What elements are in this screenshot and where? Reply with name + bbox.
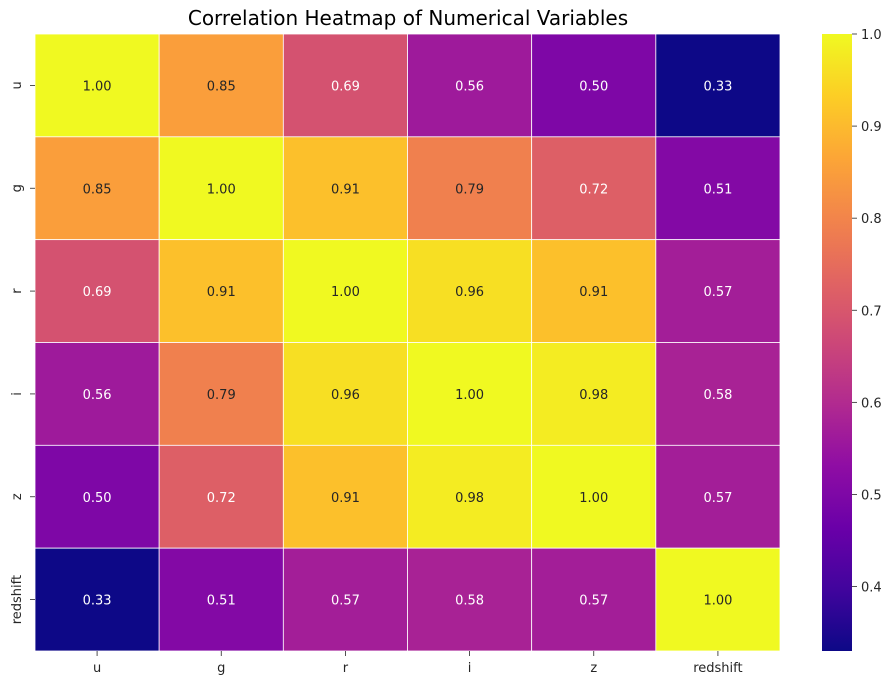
heatmap-cell-label-u-redshift: 0.33 — [703, 79, 732, 94]
heatmap-cell-u-redshift — [655, 33, 781, 138]
heatmap-cell-label-g-i: 0.79 — [455, 182, 484, 197]
heatmap-cell-u-z — [531, 33, 657, 138]
x-axis: u g r i z redshift — [93, 651, 743, 676]
heatmap-cell-label-i-r: 0.96 — [331, 388, 360, 403]
heatmap-cell-i-u — [34, 342, 160, 446]
colorbar-tick-label: 0.6 — [861, 396, 882, 411]
heatmap-cell-label-i-redshift: 0.58 — [703, 388, 732, 403]
heatmap-cell-label-r-u: 0.69 — [83, 285, 112, 300]
y-tick-label-r: r — [10, 288, 25, 294]
heatmap-cell-label-redshift-u: 0.33 — [83, 594, 112, 609]
heatmap-cell-labels: 1.00 0.85 0.69 0.56 0.50 0.33 0.85 1.00 0.91 0.79… — [83, 79, 733, 608]
heatmap-cell-label-z-z: 1.00 — [579, 491, 608, 506]
y-axis: u g r i z redshift — [10, 81, 35, 624]
heatmap-cell-label-r-g: 0.91 — [207, 285, 236, 300]
colorbar-tick-label: 0.8 — [861, 212, 882, 227]
y-tick-label-redshift: redshift — [10, 575, 25, 624]
heatmap-cell-label-i-z: 0.98 — [579, 388, 608, 403]
heatmap-cell-i-redshift — [655, 342, 781, 446]
heatmap-cell-label-r-r: 1.00 — [331, 285, 360, 300]
heatmap-cell-label-g-r: 0.91 — [331, 182, 360, 197]
heatmap-cell-r-z — [531, 239, 657, 343]
heatmap-cell-redshift-u — [34, 547, 160, 652]
heatmap-cell-r-g — [158, 239, 284, 343]
heatmap-cell-i-g — [158, 342, 284, 446]
heatmap-cell-i-z — [531, 342, 657, 446]
heatmap-cell-u-u — [34, 33, 160, 138]
y-tick-label-z: z — [10, 493, 25, 500]
heatmap-cell-u-g — [158, 33, 284, 138]
x-tick-label-r: r — [343, 661, 349, 676]
heatmap-cell-z-u — [34, 444, 160, 549]
heatmap-cell-label-z-u: 0.50 — [83, 491, 112, 506]
heatmap-cell-r-r — [282, 239, 408, 343]
heatmap-cell-label-z-r: 0.91 — [331, 491, 360, 506]
heatmap-cell-label-u-i: 0.56 — [455, 79, 484, 94]
heatmap-cell-i-r — [282, 342, 408, 446]
colorbar-tick-label: 1.0 — [861, 28, 882, 43]
heatmap-cell-label-g-redshift: 0.51 — [703, 182, 732, 197]
heatmap-cell-r-i — [407, 239, 533, 343]
heatmap-cell-label-u-z: 0.50 — [579, 79, 608, 94]
heatmap-cell-label-z-i: 0.98 — [455, 491, 484, 506]
heatmap-cell-label-z-redshift: 0.57 — [703, 491, 732, 506]
heatmap-cell-label-r-redshift: 0.57 — [703, 285, 732, 300]
heatmap-cell-z-i — [407, 444, 533, 549]
heatmap-cell-redshift-i — [407, 547, 533, 652]
chart-title: Correlation Heatmap of Numerical Variabl… — [188, 6, 628, 30]
x-tick-label-i: i — [468, 661, 472, 676]
heatmap-cell-g-redshift — [655, 136, 781, 241]
heatmap-cell-redshift-z — [531, 547, 657, 652]
heatmap-cell-r-u — [34, 239, 160, 343]
heatmap-cell-label-redshift-redshift: 1.00 — [703, 594, 732, 609]
heatmap-cell-label-redshift-z: 0.57 — [579, 594, 608, 609]
heatmap-cell-r-redshift — [655, 239, 781, 343]
heatmap-cell-label-u-r: 0.69 — [331, 79, 360, 94]
x-tick-label-z: z — [590, 661, 597, 676]
colorbar-tick-label: 0.7 — [861, 304, 882, 319]
heatmap-cell-label-g-z: 0.72 — [579, 182, 608, 197]
heatmap-cell-label-i-g: 0.79 — [207, 388, 236, 403]
heatmap-cell-u-i — [407, 33, 533, 138]
heatmap-cell-label-i-u: 0.56 — [83, 388, 112, 403]
heatmap-cell-label-r-i: 0.96 — [455, 285, 484, 300]
colorbar-gradient — [822, 34, 852, 651]
heatmap-cell-label-redshift-g: 0.51 — [207, 594, 236, 609]
heatmap-cell-redshift-redshift — [655, 547, 781, 652]
heatmap-cell-label-u-u: 1.00 — [83, 79, 112, 94]
x-tick-label-g: g — [217, 661, 225, 676]
heatmap-cell-label-i-i: 1.00 — [455, 388, 484, 403]
heatmap-cell-g-i — [407, 136, 533, 241]
heatmap-cell-label-r-z: 0.91 — [579, 285, 608, 300]
heatmap-cell-u-r — [282, 33, 408, 138]
heatmap-cells — [34, 33, 781, 652]
colorbar-tick-label: 0.5 — [861, 488, 882, 503]
heatmap-cell-label-redshift-r: 0.57 — [331, 594, 360, 609]
y-tick-label-g: g — [10, 184, 25, 192]
colorbar-tick-label: 0.4 — [861, 581, 882, 596]
heatmap-cell-z-r — [282, 444, 408, 549]
heatmap-cell-label-redshift-i: 0.58 — [455, 594, 484, 609]
heatmap-cell-g-g — [158, 136, 284, 241]
colorbar: 0.4 0.5 0.6 0.7 0.8 0.9 1.0 — [822, 28, 882, 651]
heatmap-cell-label-g-g: 1.00 — [207, 182, 236, 197]
heatmap-cell-label-z-g: 0.72 — [207, 491, 236, 506]
heatmap-cell-z-redshift — [655, 444, 781, 549]
heatmap-cell-label-g-u: 0.85 — [83, 182, 112, 197]
heatmap-cell-i-i — [407, 342, 533, 446]
heatmap-cell-z-z — [531, 444, 657, 549]
y-tick-label-i: i — [10, 392, 25, 396]
x-tick-label-u: u — [93, 661, 101, 676]
heatmap-cell-label-u-g: 0.85 — [207, 79, 236, 94]
x-tick-label-redshift: redshift — [693, 661, 742, 676]
y-tick-label-u: u — [10, 81, 25, 89]
colorbar-tick-label: 0.9 — [861, 120, 882, 135]
